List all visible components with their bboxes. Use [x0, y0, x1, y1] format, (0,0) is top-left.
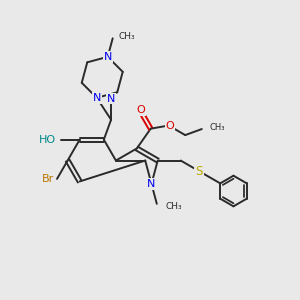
- Text: S: S: [195, 165, 203, 178]
- Text: CH₃: CH₃: [118, 32, 135, 41]
- Text: N: N: [93, 93, 101, 103]
- Text: O: O: [136, 105, 145, 116]
- Text: CH₃: CH₃: [209, 123, 225, 132]
- Text: N: N: [103, 52, 112, 62]
- Text: O: O: [166, 121, 175, 130]
- Text: CH₃: CH₃: [165, 202, 182, 211]
- Text: N: N: [147, 179, 156, 189]
- Text: Br: Br: [42, 174, 54, 184]
- Text: N: N: [107, 94, 115, 103]
- Text: HO: HO: [39, 135, 56, 145]
